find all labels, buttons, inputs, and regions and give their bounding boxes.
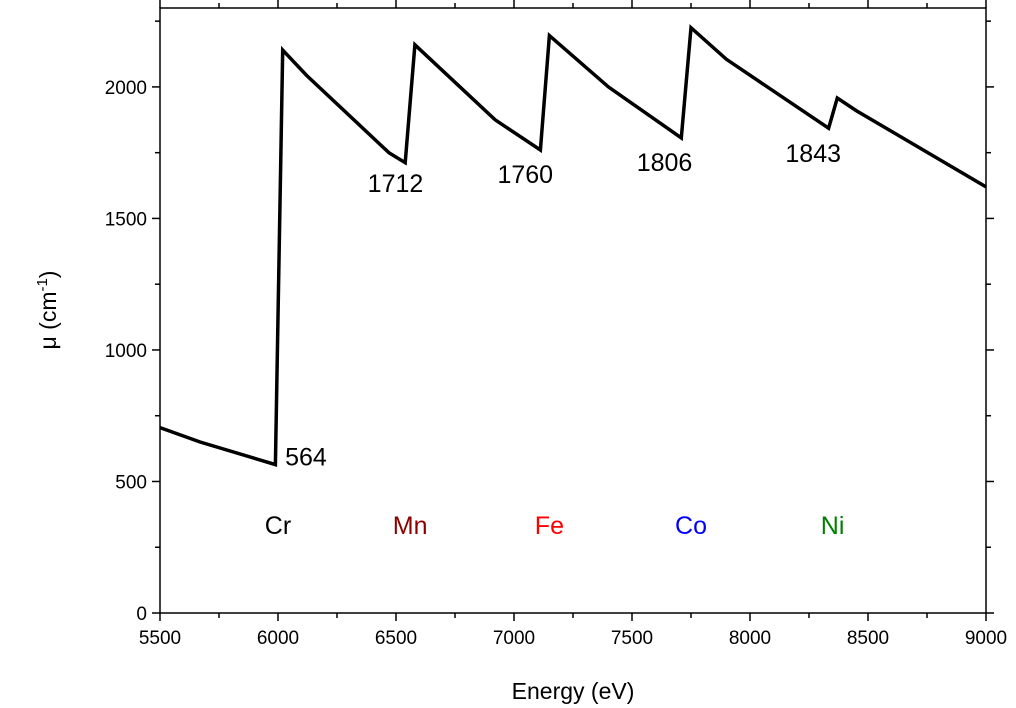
y-tick-label: 1500	[105, 209, 147, 230]
y-axis-title-close: )	[35, 271, 61, 279]
tick-labels: 5500 6000 6500 7000 7500 8000 8500 9000 0 500 1000…	[105, 78, 1007, 649]
y-axis-title-base: μ (cm	[35, 292, 61, 350]
element-label: Co	[675, 512, 707, 540]
x-tick-label: 7500	[611, 628, 653, 649]
y-axis-title-sup: -1	[34, 278, 51, 291]
element-label: Mn	[393, 512, 428, 540]
x-tick-label: 6500	[375, 628, 417, 649]
x-tick-label: 8500	[847, 628, 889, 649]
x-tick-label: 7000	[493, 628, 535, 649]
x-tick-label: 8000	[729, 628, 771, 649]
edge-value-label: 564	[285, 444, 327, 472]
y-tick-label: 500	[115, 472, 147, 493]
element-label: Cr	[265, 512, 291, 540]
axis-ticks	[152, 0, 994, 621]
element-label: Fe	[535, 512, 564, 540]
y-tick-label: 0	[136, 604, 147, 625]
series-line	[159, 24, 987, 467]
x-tick-label: 5500	[139, 628, 181, 649]
y-axis-title: μ (cm-1)	[34, 271, 61, 350]
element-label: Ni	[821, 512, 845, 540]
element-labels: Cr Mn Fe Co Ni	[265, 512, 845, 540]
x-tick-label: 9000	[965, 628, 1007, 649]
y-tick-label: 2000	[105, 78, 147, 99]
edge-value-label: 1712	[368, 170, 424, 198]
edge-value-label: 1806	[637, 149, 693, 177]
y-tick-label: 1000	[105, 341, 147, 362]
x-tick-label: 6000	[257, 628, 299, 649]
edge-value-label: 1843	[785, 140, 841, 168]
x-axis-title: Energy (eV)	[512, 678, 635, 704]
edge-value-label: 1760	[497, 161, 553, 189]
edge-value-annotations: 564 1712 1760 1806 1843	[285, 140, 841, 472]
